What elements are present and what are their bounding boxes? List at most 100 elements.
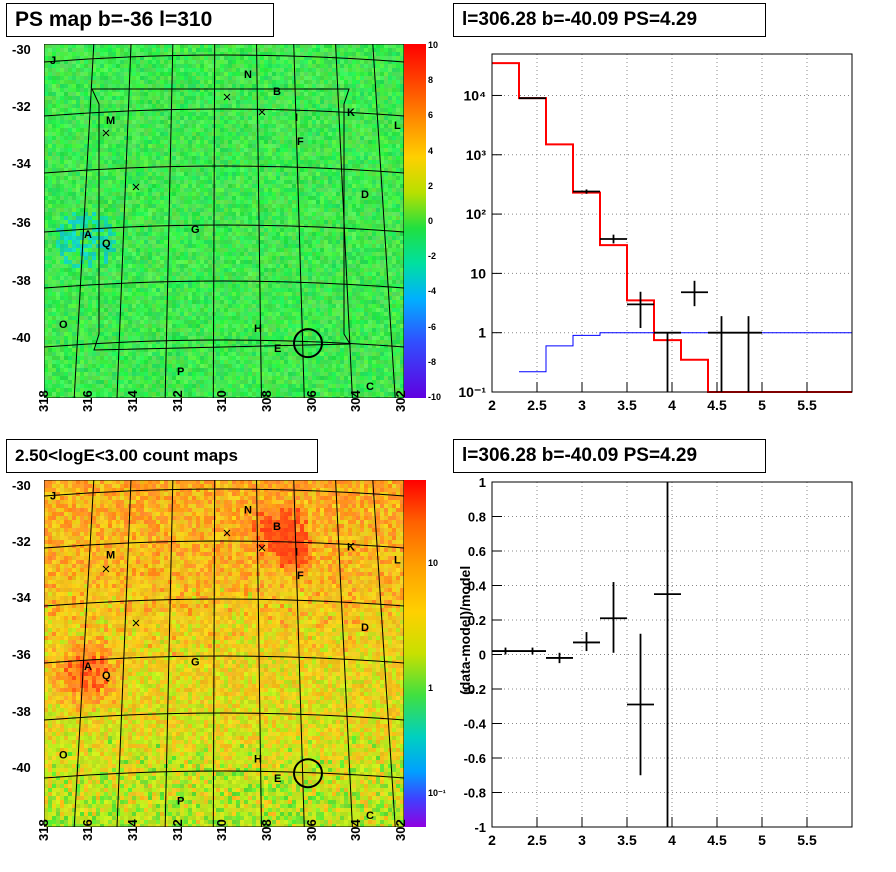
x-tick-label: 2	[488, 397, 496, 413]
x-tick-label: 5.5	[797, 832, 817, 848]
x-tick-label: 3.5	[617, 397, 637, 413]
x-tick-label: 308	[259, 390, 274, 412]
source-label-f: F	[297, 136, 304, 148]
source-label-o: O	[59, 319, 68, 331]
source-label-k: K	[347, 107, 355, 119]
y-tick-label: -32	[12, 99, 31, 114]
x-tick-label: 3	[578, 832, 586, 848]
colorbar-tick-label: -4	[428, 286, 437, 297]
source-label-g: G	[191, 656, 200, 668]
x-tick-label: 306	[304, 390, 319, 412]
x-tick-label: 302	[393, 390, 408, 412]
x-tick-label: 314	[125, 819, 140, 841]
source-label-a: A	[84, 661, 92, 673]
source-label-q: Q	[102, 670, 111, 682]
residual-plot: 2 2.5 3 3.5 4 4.5 5 5.5 -1 -0.8 -0.6 -0.4 -0.2 0 0.2 0.…	[457, 475, 853, 848]
y-tick-label: -38	[12, 273, 31, 288]
ps-map-title: PS map b=-36 l=310	[6, 3, 274, 37]
model-total-line	[492, 62, 852, 393]
source-label-g: G	[191, 224, 200, 236]
source-label-b: B	[273, 521, 281, 533]
ps-map-colorbar	[404, 44, 426, 398]
source-label-m: M	[106, 115, 115, 127]
y-tick-label: -36	[12, 215, 31, 230]
source-label-p: P	[177, 795, 184, 807]
ps-map-plot: J N B I K L M F D AQ G O HE P C	[44, 44, 404, 398]
colorbar-tick-label: 8	[428, 75, 434, 86]
x-tick-label: 5	[758, 397, 766, 413]
y-tick-label: 1	[478, 325, 486, 341]
source-label-h: H	[254, 323, 262, 335]
source-label-n: N	[244, 504, 252, 516]
x-tick-label: 312	[170, 819, 185, 841]
count-map-title: 2.50<logE<3.00 count maps	[6, 439, 318, 473]
y-tick-label: 10⁻¹	[458, 384, 486, 400]
colorbar-tick-label: 10	[428, 558, 439, 568]
y-tick-label: 10⁴	[464, 87, 487, 103]
y-tick-label: -1	[474, 820, 486, 835]
source-label-q: Q	[102, 238, 111, 250]
y-tick-label: -30	[12, 477, 31, 493]
source-label-b: B	[273, 86, 281, 98]
source-label-k: K	[347, 542, 355, 554]
y-tick-label: 0.6	[468, 544, 486, 559]
source-label-l: L	[394, 120, 401, 132]
x-tick-label: 304	[348, 390, 363, 412]
x-tick-label: 304	[348, 819, 363, 841]
x-tick-label: 316	[80, 819, 95, 841]
source-label-d: D	[361, 622, 369, 634]
x-tick-label: 3.5	[617, 832, 637, 848]
source-label-f: F	[297, 570, 304, 582]
y-tick-label: 10³	[466, 147, 487, 163]
y-tick-label: 10²	[466, 206, 487, 222]
x-tick-label: 2	[488, 832, 496, 848]
colorbar-tick-label: 6	[428, 110, 434, 121]
x-tick-label: 4	[668, 397, 676, 413]
x-tick-label: 5	[758, 832, 766, 848]
x-tick-label: 310	[214, 390, 229, 412]
colorbar-tick-label: -2	[428, 251, 437, 262]
source-label-n: N	[244, 69, 252, 81]
x-tick-label: 302	[393, 819, 408, 841]
spectrum-title: l=306.28 b=-40.09 PS=4.29	[453, 3, 766, 37]
y-tick-label: -0.4	[464, 717, 487, 732]
colorbar-tick-label: 10	[428, 40, 439, 50]
source-label-p: P	[177, 366, 184, 378]
y-tick-label: 0.2	[468, 613, 486, 628]
x-tick-label: 4	[668, 832, 676, 848]
source-label-a: A	[84, 229, 92, 241]
model-component-line	[519, 332, 852, 373]
source-label-c: C	[366, 810, 374, 822]
colorbar-tick-label: 4	[428, 145, 434, 156]
source-label-j: J	[50, 55, 56, 67]
y-tick-label: 0	[479, 648, 486, 663]
x-tick-label: 4.5	[707, 832, 727, 848]
y-tick-label: -0.2	[464, 682, 486, 697]
x-tick-label: 314	[125, 390, 140, 412]
x-tick-label: 4.5	[707, 397, 727, 413]
source-label-o: O	[59, 749, 68, 761]
colorbar-tick-label: -10	[428, 392, 442, 402]
x-tick-label: 306	[304, 819, 319, 841]
source-label-e: E	[274, 343, 281, 355]
source-label-j: J	[50, 491, 56, 503]
colorbar-tick-label: -6	[428, 321, 437, 332]
y-tick-label: 0.4	[468, 579, 487, 594]
y-tick-label: 1	[479, 475, 486, 490]
x-tick-label: 316	[80, 390, 95, 412]
y-tick-label: -40	[12, 330, 31, 345]
y-tick-label: -0.6	[464, 751, 486, 766]
x-tick-label: 308	[259, 819, 274, 841]
x-tick-label: 312	[170, 390, 185, 412]
colorbar-tick-label: 0	[428, 216, 434, 226]
source-label-l: L	[394, 554, 401, 566]
source-label-i: I	[295, 112, 298, 124]
y-tick-label: -30	[12, 42, 31, 57]
source-label-h: H	[254, 753, 262, 765]
source-label-m: M	[106, 549, 115, 561]
x-tick-label: 310	[214, 819, 229, 841]
x-tick-label: 318	[36, 390, 51, 412]
source-label-c: C	[366, 381, 374, 393]
y-tick-label: -34	[12, 156, 31, 171]
source-label-e: E	[274, 773, 281, 785]
